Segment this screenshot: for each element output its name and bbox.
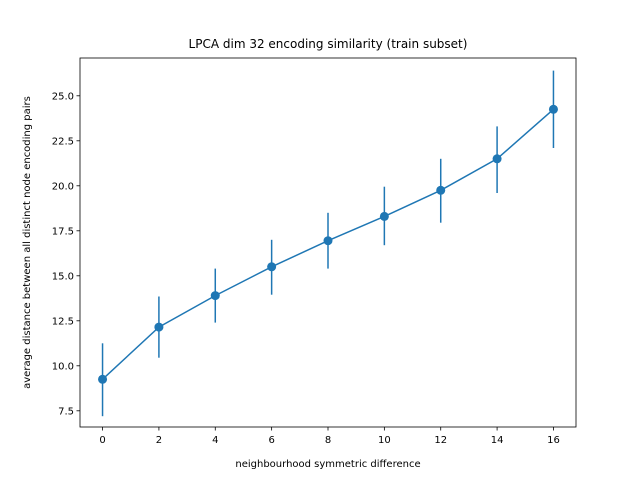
x-tick-label: 10 bbox=[378, 435, 391, 446]
x-tick-label: 0 bbox=[99, 435, 105, 446]
data-point bbox=[323, 236, 333, 246]
y-tick-label: 10.0 bbox=[52, 361, 74, 372]
y-tick-label: 12.5 bbox=[52, 316, 74, 327]
data-point bbox=[436, 185, 446, 195]
data-point bbox=[154, 322, 164, 332]
x-axis: 0 2 4 6 8 10 12 14 16 bbox=[99, 427, 560, 446]
data-point bbox=[267, 262, 277, 272]
x-tick-label: 12 bbox=[434, 435, 447, 446]
y-tick-label: 20.0 bbox=[52, 181, 74, 192]
y-tick-label: 15.0 bbox=[52, 271, 74, 282]
y-tick-label: 22.5 bbox=[52, 136, 74, 147]
y-tick-label: 7.5 bbox=[58, 406, 74, 417]
x-axis-label: neighbourhood symmetric difference bbox=[235, 459, 420, 470]
y-axis-label: average distance between all distinct no… bbox=[22, 96, 33, 389]
data-point bbox=[98, 374, 108, 384]
x-tick-label: 8 bbox=[325, 435, 331, 446]
x-tick-label: 16 bbox=[547, 435, 560, 446]
data-point bbox=[210, 291, 220, 301]
x-tick-label: 6 bbox=[268, 435, 274, 446]
chart-title: LPCA dim 32 encoding similarity (train s… bbox=[189, 37, 468, 51]
axes-frame bbox=[79, 57, 577, 428]
y-axis: 7.5 10.0 12.5 15.0 17.5 20.0 22.5 25.0 bbox=[52, 91, 80, 417]
y-tick-label: 25.0 bbox=[52, 91, 74, 102]
data-point bbox=[492, 154, 502, 164]
x-tick-label: 14 bbox=[491, 435, 504, 446]
plot-area bbox=[98, 70, 558, 417]
data-point bbox=[379, 211, 389, 221]
x-tick-label: 2 bbox=[156, 435, 162, 446]
data-point bbox=[548, 104, 558, 114]
x-tick-label: 4 bbox=[212, 435, 218, 446]
y-tick-label: 17.5 bbox=[52, 226, 74, 237]
